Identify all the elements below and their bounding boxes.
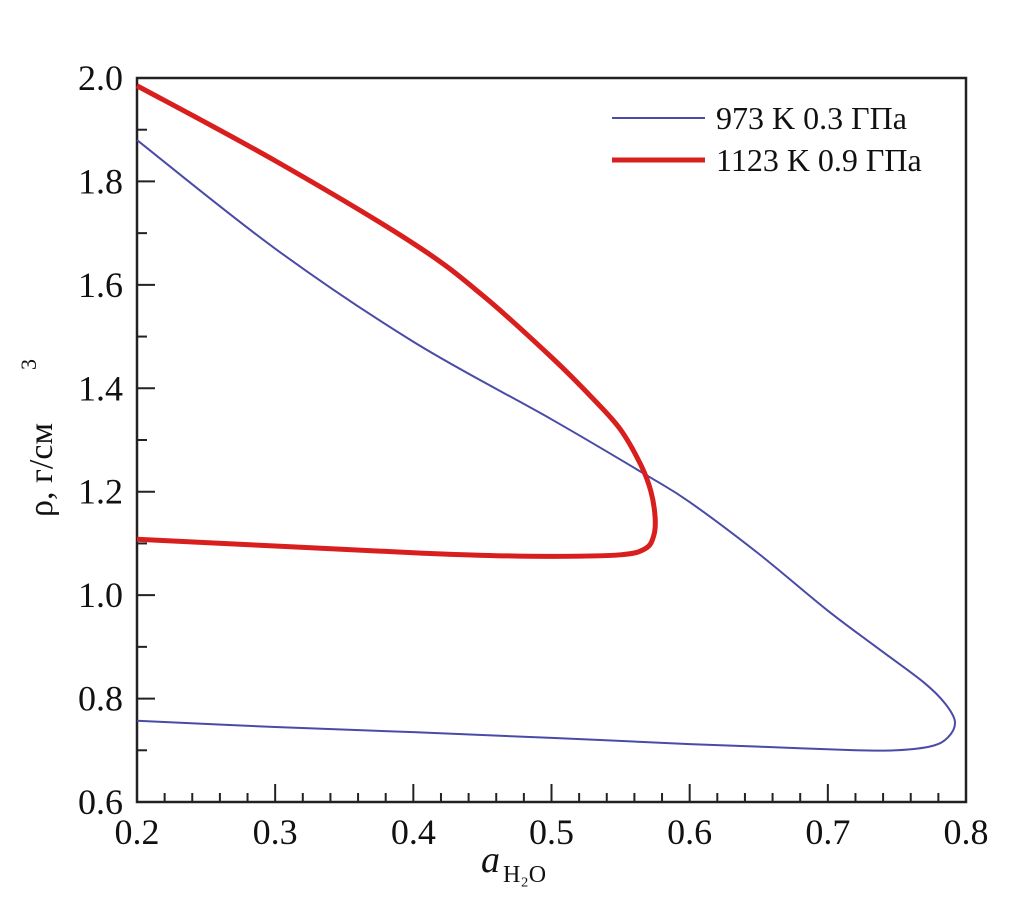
y-axis-label-superscript: 3 xyxy=(16,359,41,370)
y-tick-label: 0.8 xyxy=(78,679,123,719)
plot-frame xyxy=(135,76,968,804)
x-tick-label: 0.4 xyxy=(391,812,436,852)
x-tick-label: 0.7 xyxy=(805,812,850,852)
y-tick-label: 1.2 xyxy=(78,472,123,512)
y-tick-label: 2.0 xyxy=(78,58,123,98)
x-axis-label-subscript: H₂O xyxy=(503,862,546,888)
series-line-2 xyxy=(135,83,658,559)
y-tick-label: 1.6 xyxy=(78,265,123,305)
series-line-1 xyxy=(136,139,956,752)
y-axis-label: ρ, г/см xyxy=(23,423,60,517)
legend-label-2: 1123 K 0.9 ГПа xyxy=(716,142,922,178)
x-tick-label: 0.5 xyxy=(529,812,574,852)
y-tick-label: 1.8 xyxy=(78,161,123,201)
x-tick-label: 0.2 xyxy=(115,812,160,852)
x-tick-label: 0.8 xyxy=(944,812,989,852)
y-tick-label: 1.4 xyxy=(78,368,123,408)
legend-label-1: 973 K 0.3 ГПа xyxy=(716,100,907,136)
y-tick-label: 1.0 xyxy=(78,575,123,615)
y-tick-label: 0.6 xyxy=(78,782,123,822)
x-tick-label: 0.6 xyxy=(667,812,712,852)
x-axis-label: a xyxy=(481,839,500,881)
x-tick-label: 0.3 xyxy=(253,812,298,852)
